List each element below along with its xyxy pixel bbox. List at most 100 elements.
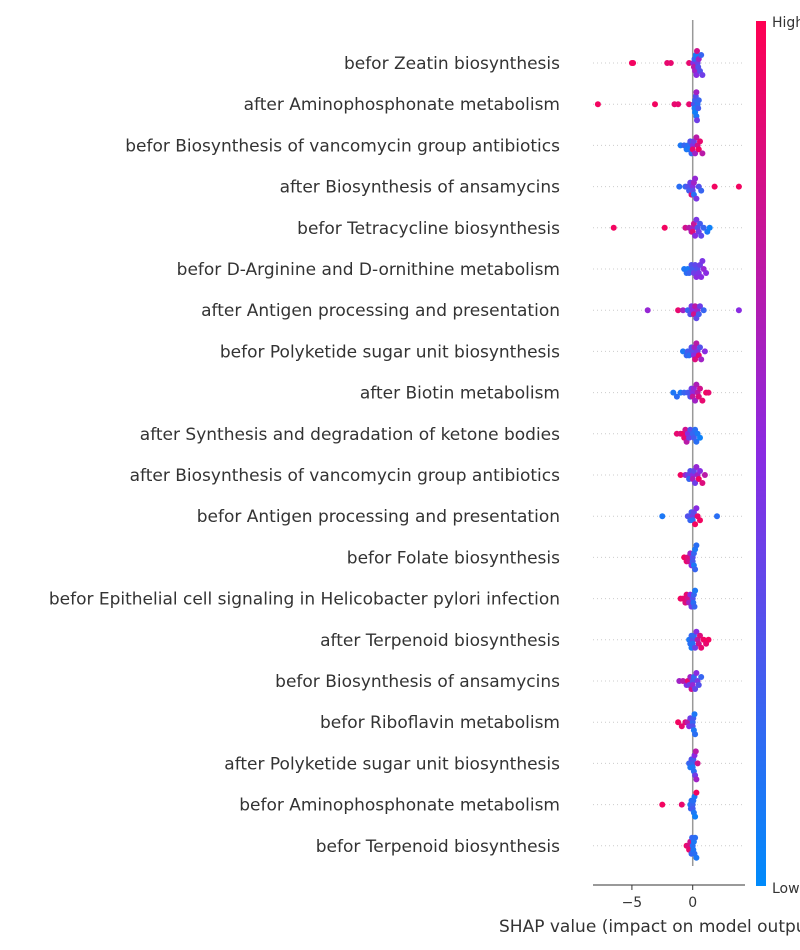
shap-point	[693, 776, 700, 783]
shap-point	[697, 517, 703, 524]
shap-point	[699, 480, 706, 486]
shap-point	[693, 542, 700, 549]
shap-point	[692, 356, 699, 363]
shap-point	[675, 101, 682, 108]
shap-point	[694, 117, 700, 124]
x-axis: −5 0	[593, 884, 745, 911]
shap-point	[735, 307, 742, 314]
shap-point	[676, 183, 683, 190]
feature-label: befor Epithelial cell signaling in Helic…	[49, 590, 560, 610]
shap-point	[701, 348, 708, 355]
shap-point	[693, 216, 700, 223]
shap-point	[686, 270, 693, 276]
feature-label: befor Biosynthesis of vancomycin group a…	[125, 136, 560, 156]
shap-point	[692, 731, 699, 738]
shap-point	[692, 587, 699, 594]
shap-point	[659, 801, 666, 808]
shap-points	[594, 48, 742, 861]
feature-label: befor Biosynthesis of ansamycins	[275, 672, 560, 692]
shap-point	[678, 723, 685, 730]
shap-point	[711, 183, 718, 190]
shap-point	[695, 105, 702, 112]
colorbar: High Low	[756, 15, 800, 897]
shap-point	[705, 636, 712, 643]
shap-point	[686, 101, 693, 108]
shap-point	[693, 505, 700, 512]
shap-point	[675, 307, 682, 314]
feature-label: after Antigen processing and presentatio…	[201, 301, 560, 321]
shap-point	[700, 224, 707, 231]
shap-point	[594, 101, 601, 108]
shap-point	[693, 195, 700, 202]
shap-point	[695, 97, 702, 104]
feature-label: after Synthesis and degradation of keton…	[140, 425, 560, 445]
shap-point	[692, 480, 699, 486]
shap-point	[695, 682, 702, 688]
shap-point	[698, 674, 705, 680]
feature-label: after Biotin metabolism	[360, 384, 560, 404]
shap-point	[697, 138, 703, 145]
shap-point	[692, 175, 699, 182]
shap-point	[678, 801, 685, 808]
shap-point	[652, 101, 658, 108]
shap-point	[670, 389, 677, 396]
shap-point	[703, 270, 710, 276]
feature-label: after Terpenoid biosynthesis	[320, 631, 560, 651]
shap-point	[706, 224, 713, 231]
shap-point	[691, 603, 698, 610]
shap-point	[673, 393, 680, 400]
shap-point	[692, 521, 699, 528]
shap-point	[680, 348, 686, 355]
shap-point	[693, 628, 700, 635]
shap-point	[698, 644, 705, 651]
feature-labels: befor Zeatin biosynthesis after Aminophos…	[49, 54, 560, 857]
shap-point	[693, 789, 700, 796]
shap-point	[659, 513, 666, 520]
shap-point	[697, 303, 703, 310]
shap-point	[705, 389, 712, 396]
shap-point	[714, 513, 720, 520]
feature-label: befor Zeatin biosynthesis	[344, 54, 560, 74]
shap-point	[693, 72, 700, 78]
shap-point	[701, 472, 708, 478]
shap-point	[693, 340, 700, 347]
shap-point	[692, 566, 699, 573]
shap-point	[680, 678, 686, 684]
shap-point	[686, 434, 693, 441]
x-tick-label: −5	[622, 895, 643, 911]
shap-point	[675, 719, 682, 726]
shap-point	[695, 393, 702, 400]
shap-point	[610, 224, 617, 231]
shap-point	[693, 89, 700, 96]
shap-point	[698, 52, 705, 58]
shap-point	[697, 220, 703, 227]
shap-point	[630, 60, 637, 66]
shap-point	[693, 381, 700, 388]
shap-point	[644, 307, 651, 314]
shap-point	[691, 711, 698, 718]
shap-point	[677, 472, 684, 478]
feature-label: befor D-Arginine and D-ornithine metabol…	[177, 260, 560, 280]
shap-point	[693, 670, 700, 676]
shap-point	[698, 187, 705, 194]
shap-point	[692, 748, 699, 755]
shap-point	[698, 232, 705, 239]
shap-point	[693, 464, 700, 470]
row-guides	[593, 62, 745, 847]
shap-point	[692, 686, 699, 692]
shap-point	[692, 644, 699, 651]
shap-point	[697, 434, 703, 441]
shap-point	[699, 397, 706, 404]
shap-point	[698, 356, 705, 363]
colorbar-gradient	[756, 21, 766, 886]
feature-label: befor Polyketide sugar unit biosynthesis	[220, 342, 560, 362]
shap-point	[695, 311, 702, 318]
shap-point	[693, 134, 700, 141]
shap-point	[686, 60, 693, 66]
shap-point	[693, 438, 700, 445]
colorbar-low-label: Low	[772, 881, 800, 897]
shap-point	[667, 60, 674, 66]
shap-point	[692, 232, 699, 239]
feature-label: after Aminophosphonate metabolism	[244, 95, 560, 115]
